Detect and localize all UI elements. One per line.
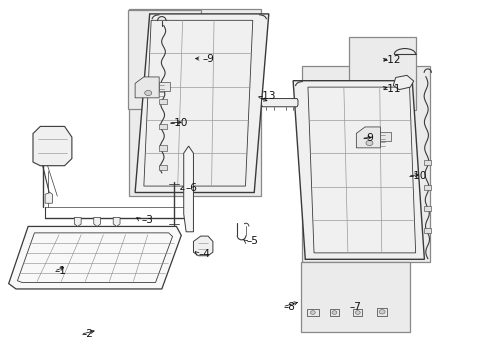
- Polygon shape: [292, 81, 424, 259]
- Polygon shape: [135, 14, 268, 193]
- Text: –1: –1: [55, 266, 66, 276]
- Polygon shape: [113, 217, 120, 226]
- Polygon shape: [45, 193, 52, 203]
- Text: –13: –13: [257, 91, 275, 102]
- Circle shape: [144, 90, 151, 96]
- Polygon shape: [159, 123, 166, 129]
- Bar: [300, 262, 409, 332]
- Bar: [301, 66, 429, 262]
- Circle shape: [331, 311, 336, 314]
- Polygon shape: [183, 146, 193, 232]
- Text: –9: –9: [202, 54, 214, 64]
- Polygon shape: [159, 145, 166, 151]
- Text: –3: –3: [141, 215, 153, 225]
- Circle shape: [310, 311, 315, 314]
- Polygon shape: [306, 309, 318, 316]
- Polygon shape: [356, 127, 380, 148]
- Text: –6: –6: [185, 183, 197, 193]
- Polygon shape: [159, 82, 170, 91]
- Polygon shape: [424, 206, 430, 211]
- Text: –4: –4: [199, 249, 210, 259]
- Polygon shape: [33, 126, 72, 166]
- Polygon shape: [424, 228, 430, 233]
- Text: –9: –9: [362, 133, 374, 143]
- Polygon shape: [135, 77, 159, 98]
- Polygon shape: [261, 99, 297, 107]
- Polygon shape: [353, 309, 362, 316]
- Text: –8: –8: [283, 302, 295, 312]
- Text: –10: –10: [169, 118, 187, 128]
- Polygon shape: [424, 159, 430, 165]
- Polygon shape: [329, 309, 338, 316]
- Text: –10: –10: [408, 171, 427, 181]
- Text: –7: –7: [349, 302, 361, 312]
- Bar: [128, 9, 260, 196]
- Polygon shape: [159, 99, 166, 104]
- Polygon shape: [392, 75, 413, 90]
- Polygon shape: [376, 308, 386, 316]
- Polygon shape: [74, 217, 81, 226]
- Polygon shape: [9, 226, 181, 289]
- Text: –12: –12: [381, 55, 400, 65]
- Polygon shape: [380, 132, 390, 141]
- Polygon shape: [193, 236, 212, 256]
- Bar: [128, 10, 201, 109]
- Circle shape: [365, 140, 372, 145]
- Text: –11: –11: [381, 84, 400, 94]
- Bar: [348, 37, 415, 111]
- Text: –2: –2: [81, 329, 93, 339]
- Polygon shape: [424, 185, 430, 190]
- Text: –5: –5: [246, 237, 258, 247]
- Circle shape: [378, 310, 385, 314]
- Circle shape: [355, 311, 360, 314]
- Polygon shape: [94, 217, 101, 226]
- Polygon shape: [159, 165, 166, 170]
